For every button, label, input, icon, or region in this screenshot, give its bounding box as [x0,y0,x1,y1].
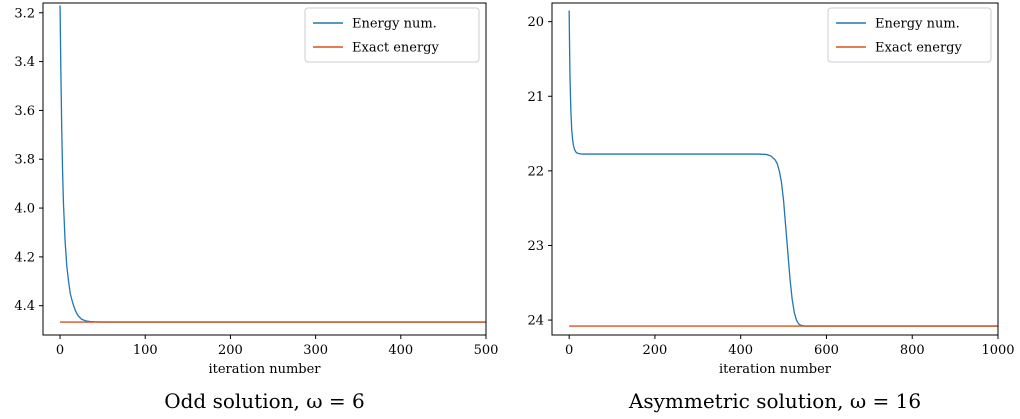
legend-entry-label: Energy num. [352,17,437,32]
y-tick-label: 3.6 [14,104,35,119]
y-tick-label: 24 [527,314,544,329]
legend: Energy num. Exact energy [304,7,480,63]
y-tick-label: 3.8 [14,153,35,168]
x-tick-label: 200 [218,343,243,358]
y-tick-label: 21 [527,90,544,105]
x-tick-label: 0 [56,343,64,358]
y-tick-label: 23 [527,239,544,254]
x-axis-label: iteration number [208,362,321,377]
y-tick-label: 4.0 [14,202,35,217]
y-tick-label: 22 [527,164,544,179]
x-tick-label: 400 [388,343,413,358]
y-tick-label: 3.4 [14,55,35,70]
y-tick-label: 20 [527,15,544,30]
chart-caption: Odd solution, ω = 6 [164,389,365,413]
y-tick-label: 4.2 [14,250,35,265]
chart-panel-asymmetric-solution: 0 200 400 600 800 1000 20 21 22 23 24 iteration num… [527,2,1015,413]
legend: Energy num. Exact energy [827,7,992,63]
x-tick-label: 0 [565,343,573,358]
legend-entry-label: Exact energy [352,41,440,56]
legend-box [304,7,480,63]
x-tick-label: 400 [728,343,753,358]
x-tick-label: 100 [133,343,158,358]
x-tick-label: 600 [814,343,839,358]
x-tick-label: 500 [474,343,499,358]
chart-caption: Asymmetric solution, ω = 16 [628,389,921,413]
x-tick-label: 800 [900,343,925,358]
chart-panel-odd-solution: 0 100 200 300 400 500 3.2 3.4 3.6 3.8 4.0 4.2 4.4 ite… [14,2,499,413]
y-tick-label: 4.4 [14,299,35,314]
x-axis-label: iteration number [719,362,832,377]
legend-entry-label: Energy num. [875,17,960,32]
plot-area-frame [42,2,487,336]
legend-box [827,7,992,63]
y-tick-label: 3.2 [14,6,35,21]
x-tick-label: 300 [303,343,328,358]
x-tick-label: 200 [643,343,668,358]
plot-area-frame [551,2,999,336]
legend-entry-label: Exact energy [875,41,963,56]
x-tick-label: 1000 [981,343,1014,358]
